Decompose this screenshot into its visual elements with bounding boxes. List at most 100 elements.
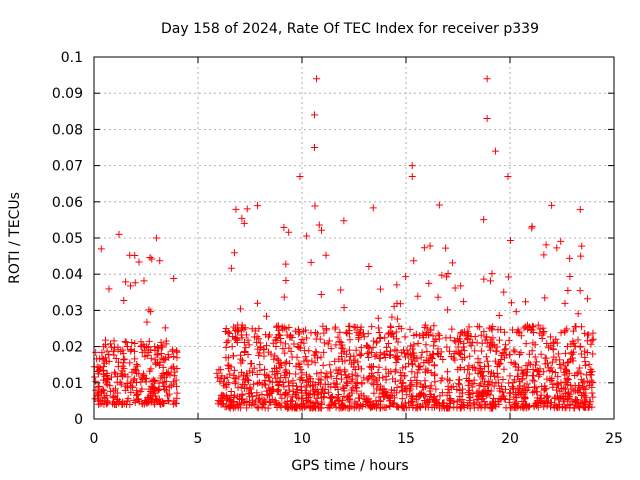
data-point [107, 340, 115, 348]
data-point [346, 336, 354, 344]
data-point [512, 308, 520, 316]
data-point [467, 333, 475, 341]
data-point [454, 366, 462, 374]
data-point [565, 358, 573, 366]
data-point [390, 399, 398, 407]
data-point [556, 394, 564, 402]
x-tick-label: 0 [90, 431, 99, 447]
data-point [268, 395, 276, 403]
data-point [230, 323, 238, 331]
tick-labels: 0 5 10 15 20 25 0 0.01 0.02 0.03 0.04 0.05 0.06 0.07 0… [52, 50, 623, 447]
data-point [250, 364, 258, 372]
data-point [477, 368, 485, 376]
data-point [525, 350, 533, 358]
data-point [470, 380, 478, 388]
data-point [137, 388, 145, 396]
data-point [238, 368, 246, 376]
data-point [443, 404, 451, 412]
data-point [153, 396, 161, 404]
data-point [157, 342, 165, 350]
data-point [413, 369, 421, 377]
data-point [445, 396, 453, 404]
data-point [557, 364, 565, 372]
data-point [459, 385, 467, 393]
data-point [130, 347, 138, 355]
data-point [222, 343, 230, 351]
data-point [528, 347, 536, 355]
data-point [312, 328, 320, 336]
data-point [534, 321, 542, 329]
data-point [100, 393, 108, 401]
data-point [151, 377, 159, 385]
data-point [500, 288, 508, 296]
data-point [131, 375, 139, 383]
data-point [402, 404, 410, 412]
data-point [533, 366, 541, 374]
data-point [455, 380, 463, 388]
data-point [291, 327, 299, 335]
data-point [528, 322, 536, 330]
data-point [256, 349, 264, 357]
data-point [507, 358, 515, 366]
data-point [216, 377, 224, 385]
data-point [274, 385, 282, 393]
data-point [127, 378, 135, 386]
data-point [518, 376, 526, 384]
data-point [500, 365, 508, 373]
data-point [421, 382, 429, 390]
data-point [425, 359, 433, 367]
data-point [522, 362, 530, 370]
data-point [429, 332, 437, 340]
data-point [360, 392, 368, 400]
data-point [101, 394, 109, 402]
data-point [420, 244, 428, 252]
data-point [294, 385, 302, 393]
data-point [151, 343, 159, 351]
data-point [531, 353, 539, 361]
data-point [261, 404, 269, 412]
data-point [570, 339, 578, 347]
data-point [227, 401, 235, 409]
data-point [103, 347, 111, 355]
data-point [497, 351, 505, 359]
x-axis-title: GPS time / hours [291, 458, 408, 474]
data-point [569, 348, 577, 356]
data-point [291, 390, 299, 398]
data-point [282, 260, 290, 268]
data-point [583, 377, 591, 385]
data-point [159, 369, 167, 377]
data-point [581, 358, 589, 366]
data-point [537, 397, 545, 405]
data-point [370, 389, 378, 397]
data-point [442, 244, 450, 252]
data-point [435, 201, 443, 209]
data-point [526, 360, 534, 368]
data-point [334, 333, 342, 341]
y-tick-label: 0.02 [52, 340, 83, 356]
data-point [240, 325, 248, 333]
data-point [484, 368, 492, 376]
data-point [110, 337, 118, 345]
data-point [147, 388, 155, 396]
data-point [327, 394, 335, 402]
data-point [240, 219, 248, 227]
data-point [491, 147, 499, 155]
data-point [313, 75, 321, 83]
data-point [545, 344, 553, 352]
data-point [242, 344, 250, 352]
data-point [221, 403, 229, 411]
data-point [156, 358, 164, 366]
data-point [543, 392, 551, 400]
data-point [355, 394, 363, 402]
data-point [410, 257, 418, 265]
data-point [572, 396, 580, 404]
data-point [434, 330, 442, 338]
data-point [373, 377, 381, 385]
data-point [281, 340, 289, 348]
data-point [588, 389, 596, 397]
data-point [460, 343, 468, 351]
data-point [430, 350, 438, 358]
data-point [475, 387, 483, 395]
data-point [358, 402, 366, 410]
